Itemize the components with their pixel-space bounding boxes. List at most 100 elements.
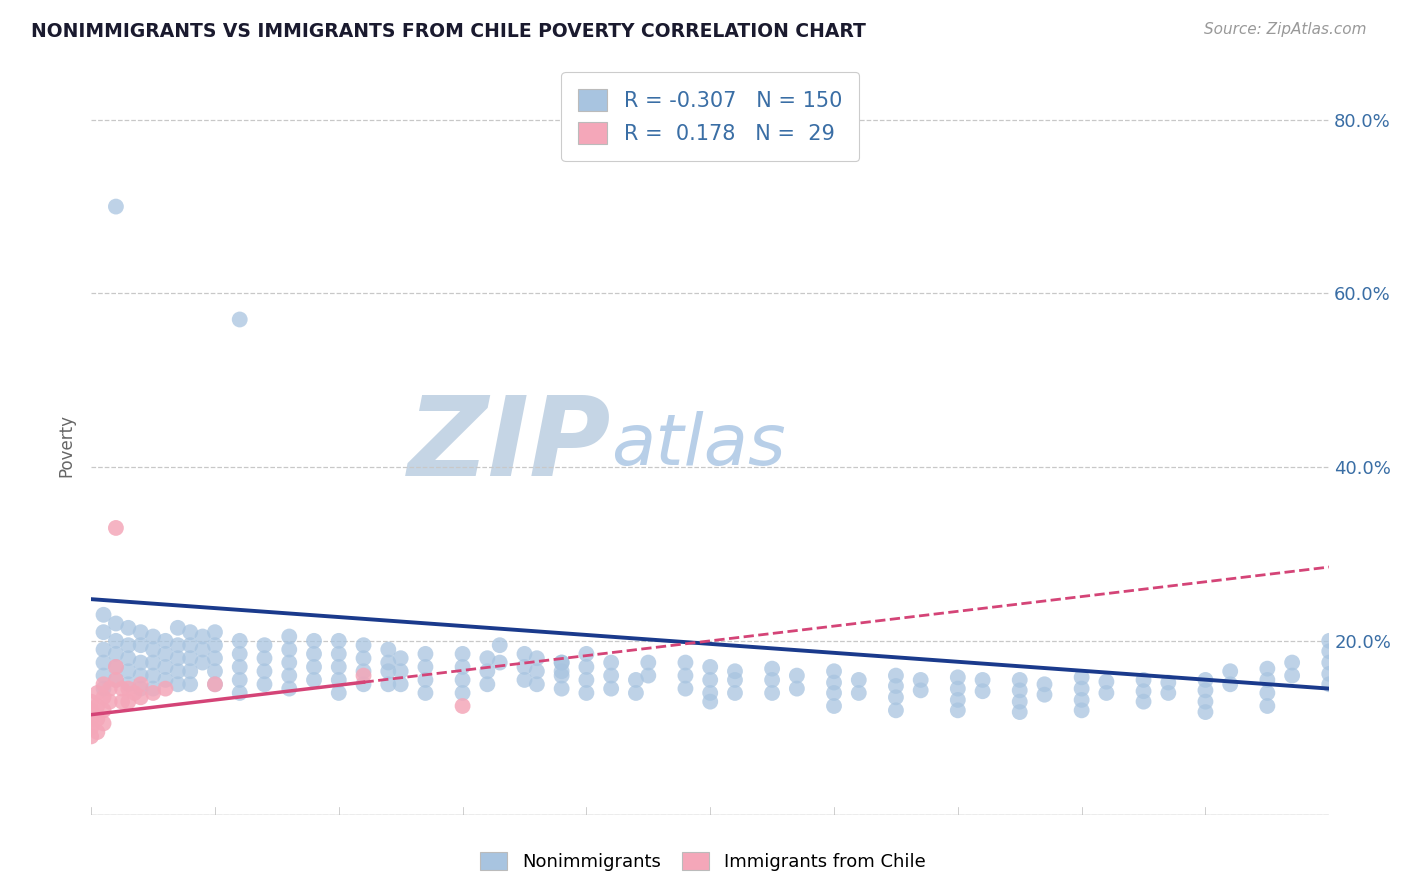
- Point: [142, 686, 165, 700]
- Point: [93, 656, 115, 670]
- Point: [93, 607, 115, 622]
- Point: [253, 677, 276, 691]
- Point: [389, 665, 412, 679]
- Point: [204, 677, 226, 691]
- Text: atlas: atlas: [612, 411, 786, 480]
- Point: [179, 638, 201, 652]
- Point: [80, 695, 103, 709]
- Point: [513, 647, 536, 661]
- Point: [93, 681, 115, 696]
- Point: [129, 656, 152, 670]
- Point: [179, 625, 201, 640]
- Point: [98, 695, 121, 709]
- Point: [699, 686, 721, 700]
- Point: [204, 665, 226, 679]
- Point: [253, 665, 276, 679]
- Point: [575, 647, 598, 661]
- Point: [415, 686, 437, 700]
- Point: [104, 660, 127, 674]
- Point: [637, 656, 659, 670]
- Point: [353, 651, 375, 665]
- Point: [377, 642, 399, 657]
- Point: [191, 642, 214, 657]
- Point: [104, 200, 127, 214]
- Point: [166, 677, 188, 691]
- Point: [550, 681, 572, 696]
- Point: [848, 686, 870, 700]
- Point: [179, 665, 201, 679]
- Point: [910, 673, 932, 687]
- Point: [575, 686, 598, 700]
- Point: [526, 677, 548, 691]
- Point: [278, 642, 301, 657]
- Point: [675, 668, 697, 682]
- Text: ZIP: ZIP: [408, 392, 612, 499]
- Point: [111, 695, 134, 709]
- Point: [104, 647, 127, 661]
- Point: [1256, 686, 1278, 700]
- Point: [699, 695, 721, 709]
- Point: [1256, 662, 1278, 676]
- Point: [488, 656, 510, 670]
- Point: [946, 670, 969, 684]
- Point: [1070, 670, 1092, 684]
- Point: [302, 673, 325, 687]
- Point: [1008, 683, 1031, 698]
- Point: [1008, 705, 1031, 719]
- Point: [328, 633, 350, 648]
- Point: [526, 665, 548, 679]
- Point: [377, 677, 399, 691]
- Point: [353, 668, 375, 682]
- Point: [142, 681, 165, 696]
- Point: [600, 681, 623, 696]
- Point: [104, 616, 127, 631]
- Point: [884, 668, 907, 682]
- Point: [204, 625, 226, 640]
- Point: [1132, 684, 1154, 698]
- Point: [129, 638, 152, 652]
- Point: [761, 662, 783, 676]
- Point: [1194, 683, 1216, 698]
- Point: [823, 675, 845, 690]
- Point: [451, 673, 474, 687]
- Point: [80, 721, 103, 735]
- Point: [1317, 666, 1340, 681]
- Point: [86, 698, 108, 713]
- Point: [278, 656, 301, 670]
- Point: [129, 681, 152, 696]
- Point: [204, 638, 226, 652]
- Point: [724, 665, 747, 679]
- Point: [166, 651, 188, 665]
- Point: [353, 638, 375, 652]
- Point: [129, 677, 152, 691]
- Point: [1194, 695, 1216, 709]
- Point: [204, 677, 226, 691]
- Point: [1033, 677, 1056, 691]
- Point: [884, 690, 907, 705]
- Point: [86, 725, 108, 739]
- Point: [699, 673, 721, 687]
- Point: [328, 647, 350, 661]
- Legend: R = -0.307   N = 150, R =  0.178   N =  29: R = -0.307 N = 150, R = 0.178 N = 29: [561, 72, 859, 161]
- Point: [253, 638, 276, 652]
- Point: [377, 665, 399, 679]
- Point: [179, 651, 201, 665]
- Point: [1157, 675, 1180, 690]
- Point: [191, 656, 214, 670]
- Point: [93, 690, 115, 705]
- Point: [823, 698, 845, 713]
- Point: [377, 656, 399, 670]
- Point: [155, 660, 177, 674]
- Point: [415, 647, 437, 661]
- Y-axis label: Poverty: Poverty: [58, 414, 75, 477]
- Point: [415, 673, 437, 687]
- Point: [786, 681, 808, 696]
- Point: [724, 686, 747, 700]
- Point: [389, 651, 412, 665]
- Point: [1281, 668, 1303, 682]
- Point: [98, 681, 121, 696]
- Point: [80, 703, 103, 717]
- Point: [278, 630, 301, 644]
- Point: [229, 686, 252, 700]
- Point: [117, 665, 139, 679]
